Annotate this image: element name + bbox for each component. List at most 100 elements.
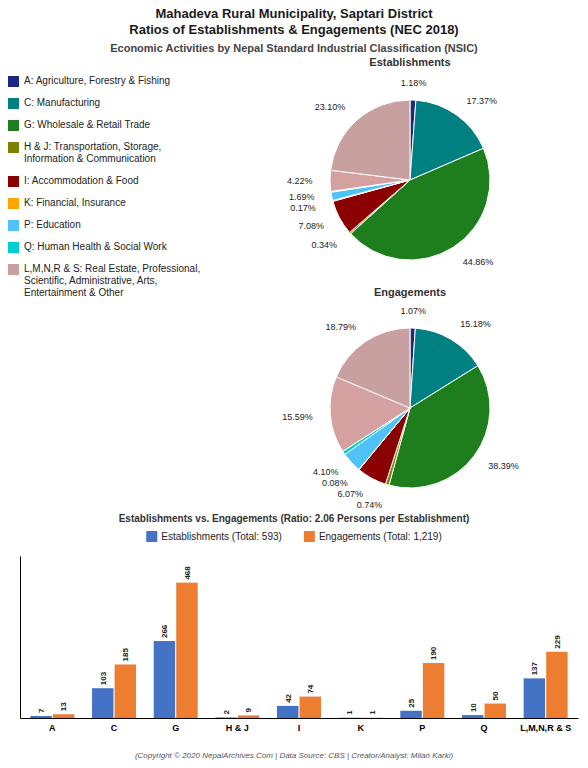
pie-title: Establishments	[369, 56, 450, 68]
legend-swatch	[8, 76, 19, 87]
legend-label: L,M,N,R & S: Real Estate, Professional,S…	[24, 263, 200, 298]
data-label: 185	[121, 648, 130, 662]
legend-swatch	[8, 264, 19, 275]
legend-swatch	[8, 142, 19, 153]
data-label: 17.37%	[467, 96, 498, 106]
legend-item: C: Manufacturing	[8, 97, 100, 109]
legend-label: C: Manufacturing	[24, 97, 100, 108]
data-label: 44.86%	[463, 257, 494, 267]
x-tick: G	[172, 718, 179, 733]
bar	[277, 706, 298, 718]
legend: A: Agriculture, Forestry & Fishing C: Man…	[8, 75, 200, 298]
data-label: 15.18%	[460, 319, 491, 329]
pie-slice	[336, 328, 410, 408]
title-line: Mahadeva Rural Municipality, Saptari Dis…	[155, 6, 433, 21]
legend-label: Q: Human Health & Social Work	[24, 241, 168, 252]
x-tick: Q	[480, 718, 487, 733]
x-tick: P	[419, 718, 425, 733]
bar	[215, 717, 236, 718]
legend-label-line: P: Education	[24, 219, 81, 230]
data-label: 7	[37, 708, 46, 713]
bar	[361, 717, 382, 718]
x-tick-label: L,M,N,R & S	[520, 723, 571, 733]
data-label: 13	[59, 702, 68, 711]
bar	[154, 641, 175, 718]
bar	[92, 688, 113, 718]
legend-label: Engagements (Total: 1,219)	[319, 531, 442, 542]
legend-label: Establishments (Total: 593)	[161, 531, 282, 542]
subtitle: Economic Activities by Nepal Standard In…	[110, 42, 478, 54]
legend-item: Engagements (Total: 1,219)	[304, 531, 442, 542]
legend-label-line: I: Accommodation & Food	[24, 175, 139, 186]
bar	[462, 715, 483, 718]
bar	[546, 652, 567, 718]
legend-item: Q: Human Health & Social Work	[8, 241, 168, 253]
data-label: 0.17%	[290, 203, 316, 213]
data-label: 103	[99, 671, 108, 685]
bars	[30, 583, 567, 718]
bar	[176, 583, 197, 718]
data-label: 4.22%	[287, 176, 313, 186]
bar	[524, 678, 545, 718]
data-label: 229	[553, 635, 562, 649]
legend-label-line: C: Manufacturing	[24, 97, 100, 108]
legend-item: A: Agriculture, Forestry & Fishing	[8, 75, 170, 87]
data-label: 4.10%	[313, 467, 339, 477]
bar	[300, 697, 321, 718]
data-label: 1	[345, 710, 354, 715]
data-label: 38.39%	[488, 461, 519, 471]
x-tick: A	[49, 718, 56, 733]
legend-label: P: Education	[24, 219, 81, 230]
data-label: 74	[306, 684, 315, 693]
legend-label: H & J: Transportation, Storage,Informati…	[24, 141, 161, 164]
data-label: 0.34%	[311, 240, 337, 250]
data-label: 0.08%	[322, 478, 348, 488]
data-label: 1	[368, 710, 377, 715]
pie: 1.18%17.37%44.86%0.34%7.08%0.17%1.69%4.2…	[287, 78, 497, 268]
x-tick-label: A	[49, 723, 56, 733]
legend-item: K: Financial, Insurance	[8, 197, 126, 209]
x-axis: ACGH & JIKPQL,M,N,R & S	[21, 718, 579, 733]
x-tick-label: H & J	[226, 723, 249, 733]
x-tick-label: G	[172, 723, 179, 733]
data-labels: 71032662421251013713185468974119050229	[37, 566, 562, 715]
legend-item: G: Wholesale & Retail Trade	[8, 119, 151, 131]
x-tick: H & J	[226, 718, 249, 733]
footer: (Copyright © 2020 NepalArchives.Com | Da…	[135, 751, 454, 760]
legend-item: I: Accommodation & Food	[8, 175, 139, 187]
data-label: 10	[468, 703, 477, 712]
chart-canvas: Mahadeva Rural Municipality, Saptari Dis…	[0, 0, 588, 768]
data-label: 1.18%	[401, 78, 427, 88]
data-label: 0.74%	[357, 500, 383, 510]
legend-swatch	[8, 198, 19, 209]
data-label: 190	[429, 646, 438, 660]
legend-item: H & J: Transportation, Storage,Informati…	[8, 141, 161, 164]
legend-label-line: K: Financial, Insurance	[24, 197, 126, 208]
legend-label-line: Q: Human Health & Social Work	[24, 241, 168, 252]
legend-label-line: L,M,N,R & S: Real Estate, Professional,	[24, 263, 200, 274]
data-label: 137	[530, 661, 539, 675]
legend-label: K: Financial, Insurance	[24, 197, 126, 208]
data-label: 42	[284, 693, 293, 702]
y-axis-line	[20, 557, 21, 719]
x-tick: I	[298, 718, 301, 733]
x-tick-label: P	[419, 723, 425, 733]
bar	[339, 717, 360, 718]
legend-swatch	[146, 531, 157, 542]
legend-swatch	[8, 176, 19, 187]
bar-title: Establishments vs. Engagements (Ratio: 2…	[119, 513, 470, 524]
pie-title: Engagements	[374, 286, 446, 298]
data-label: 266	[160, 624, 169, 638]
data-label: 50	[491, 691, 500, 700]
bar	[485, 704, 506, 718]
data-label: 1.69%	[289, 192, 315, 202]
x-tick: K	[357, 718, 364, 733]
bar	[238, 715, 259, 718]
data-label: 15.59%	[282, 412, 313, 422]
legend-swatch	[8, 120, 19, 131]
legend-label-line: Information & Communication	[24, 153, 156, 164]
data-label: 9	[244, 707, 253, 712]
legend-swatch	[8, 242, 19, 253]
x-tick-label: Q	[480, 723, 487, 733]
bar	[115, 664, 136, 718]
